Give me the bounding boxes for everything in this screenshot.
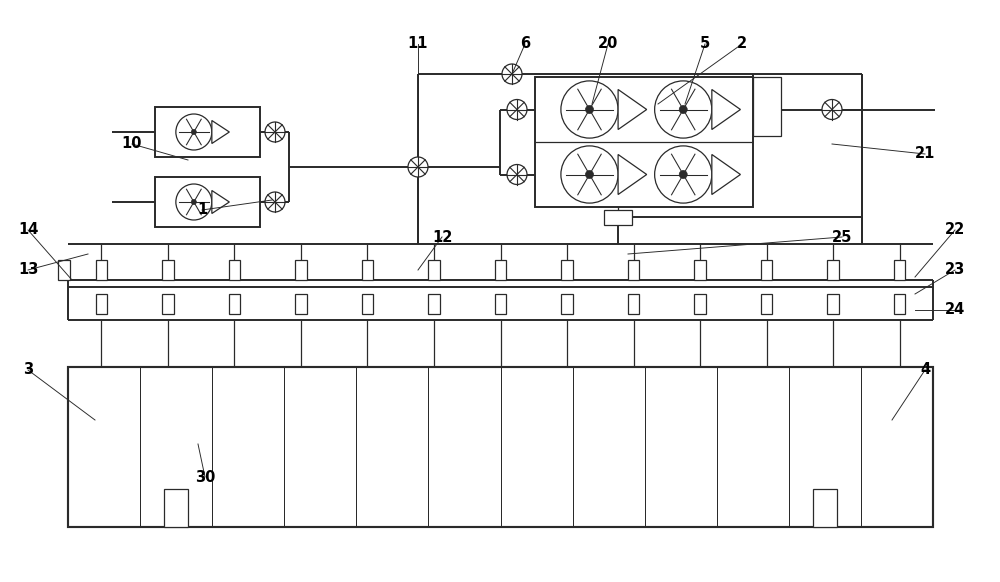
Circle shape bbox=[655, 81, 712, 138]
Bar bbox=[96, 293, 107, 314]
Circle shape bbox=[176, 184, 212, 220]
Polygon shape bbox=[212, 190, 229, 214]
Circle shape bbox=[585, 171, 594, 179]
Bar bbox=[535, 77, 753, 207]
Text: 14: 14 bbox=[18, 222, 38, 237]
Circle shape bbox=[265, 192, 285, 212]
Polygon shape bbox=[712, 90, 740, 130]
Text: 24: 24 bbox=[945, 303, 965, 318]
Bar bbox=[894, 293, 905, 314]
Bar bbox=[155, 177, 260, 227]
Bar bbox=[58, 260, 70, 280]
Bar bbox=[295, 293, 307, 314]
Polygon shape bbox=[712, 154, 740, 194]
Bar bbox=[155, 107, 260, 157]
Bar bbox=[827, 293, 839, 314]
Bar bbox=[362, 260, 373, 280]
Bar bbox=[229, 260, 240, 280]
Bar bbox=[753, 77, 781, 136]
Circle shape bbox=[502, 64, 522, 84]
Bar bbox=[495, 293, 506, 314]
Bar bbox=[295, 260, 307, 280]
Circle shape bbox=[507, 165, 527, 184]
Text: 21: 21 bbox=[915, 147, 935, 161]
Text: 12: 12 bbox=[432, 229, 452, 244]
Text: 23: 23 bbox=[945, 262, 965, 278]
Text: 22: 22 bbox=[945, 222, 965, 237]
Circle shape bbox=[822, 100, 842, 119]
Bar bbox=[813, 489, 837, 527]
Bar bbox=[495, 260, 506, 280]
Text: 11: 11 bbox=[408, 37, 428, 51]
Text: 10: 10 bbox=[122, 137, 142, 151]
Text: 2: 2 bbox=[737, 37, 747, 51]
Circle shape bbox=[265, 122, 285, 142]
Text: 1: 1 bbox=[197, 203, 207, 218]
Circle shape bbox=[191, 200, 196, 204]
Polygon shape bbox=[618, 90, 647, 130]
Bar bbox=[604, 210, 632, 225]
Bar bbox=[694, 260, 706, 280]
Bar bbox=[561, 293, 573, 314]
Bar bbox=[628, 293, 639, 314]
Bar bbox=[761, 260, 772, 280]
Circle shape bbox=[191, 129, 196, 134]
Circle shape bbox=[176, 114, 212, 150]
Circle shape bbox=[655, 146, 712, 203]
Bar bbox=[162, 260, 174, 280]
Bar bbox=[561, 260, 573, 280]
Bar bbox=[894, 260, 905, 280]
Text: 30: 30 bbox=[195, 470, 215, 484]
Bar bbox=[428, 293, 440, 314]
Bar bbox=[68, 367, 933, 527]
Bar bbox=[628, 260, 639, 280]
Text: 5: 5 bbox=[700, 37, 710, 51]
Circle shape bbox=[507, 100, 527, 119]
Bar bbox=[827, 260, 839, 280]
Circle shape bbox=[561, 81, 618, 138]
Bar bbox=[162, 293, 174, 314]
Bar bbox=[164, 489, 188, 527]
Bar bbox=[428, 260, 440, 280]
Circle shape bbox=[585, 105, 594, 113]
Circle shape bbox=[408, 157, 428, 177]
Bar bbox=[761, 293, 772, 314]
Circle shape bbox=[679, 105, 687, 113]
Text: 25: 25 bbox=[832, 229, 852, 244]
Bar bbox=[362, 293, 373, 314]
Circle shape bbox=[561, 146, 618, 203]
Bar bbox=[229, 293, 240, 314]
Text: 4: 4 bbox=[920, 363, 930, 378]
Circle shape bbox=[679, 171, 687, 179]
Bar bbox=[694, 293, 706, 314]
Polygon shape bbox=[618, 154, 647, 194]
Text: 3: 3 bbox=[23, 363, 33, 378]
Bar bbox=[96, 260, 107, 280]
Text: 20: 20 bbox=[598, 37, 618, 51]
Text: 6: 6 bbox=[520, 37, 530, 51]
Polygon shape bbox=[212, 120, 229, 144]
Text: 13: 13 bbox=[18, 262, 38, 278]
